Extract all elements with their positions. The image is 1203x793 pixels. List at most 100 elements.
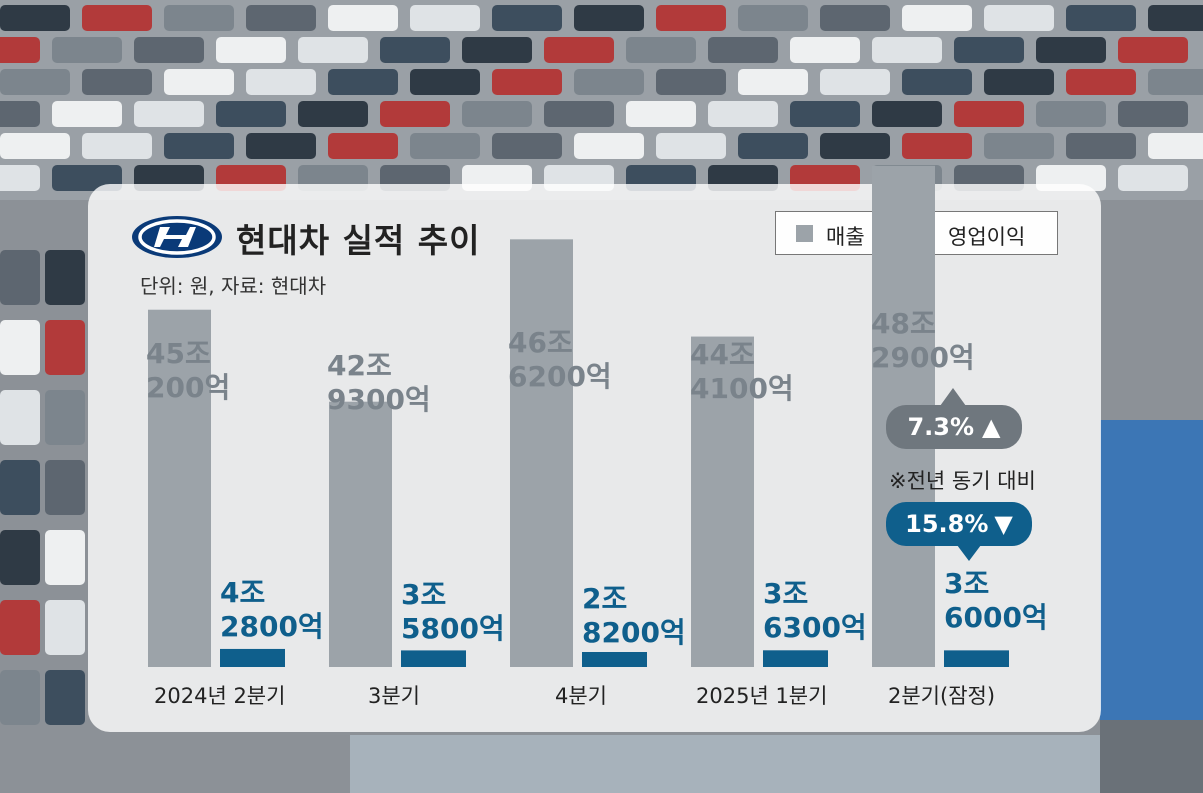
operating-change-badge: 15.8% ▼ — [886, 502, 1032, 546]
background-car — [656, 133, 726, 159]
background-car — [902, 133, 972, 159]
revenue-bar — [329, 401, 392, 667]
background-car — [1148, 5, 1203, 31]
operating-value-label: 4조 2800억 — [220, 576, 324, 643]
background-car — [820, 133, 890, 159]
background-car — [790, 37, 860, 63]
background-car — [820, 69, 890, 95]
background-car — [492, 69, 562, 95]
background-car — [790, 101, 860, 127]
background-car — [492, 5, 562, 31]
revenue-value-label: 45조 200억 — [146, 337, 231, 404]
bubble-pointer — [940, 388, 966, 406]
background-car — [246, 5, 316, 31]
background-car — [52, 37, 122, 63]
background-car — [0, 5, 70, 31]
bubble-pointer — [957, 545, 981, 561]
background-car — [0, 69, 70, 95]
background-car — [45, 390, 85, 445]
background-car — [0, 390, 40, 445]
background-car — [1066, 69, 1136, 95]
revenue-change-value: 7.3% — [907, 413, 975, 441]
background-car — [164, 69, 234, 95]
background-car — [52, 101, 122, 127]
background-car — [738, 133, 808, 159]
background-car — [872, 101, 942, 127]
background-car — [0, 165, 40, 191]
revenue-value-label: 42조 9300억 — [327, 349, 431, 416]
chart-title: 현대차 실적 추이 — [236, 221, 481, 260]
revenue-bar — [691, 336, 754, 667]
background-car — [902, 5, 972, 31]
background-car — [380, 101, 450, 127]
revenue-change-badge: 7.3% ▲ — [886, 405, 1022, 449]
background-car — [1118, 37, 1188, 63]
background-car — [298, 101, 368, 127]
background-car — [984, 69, 1054, 95]
background-car — [45, 530, 85, 585]
background-car — [574, 5, 644, 31]
unit-source-note: 단위: 원, 자료: 현대차 — [140, 274, 327, 298]
background-car — [246, 69, 316, 95]
background-car — [0, 600, 40, 655]
background-car — [164, 133, 234, 159]
up-arrow-icon: ▲ — [982, 413, 1001, 441]
background-car — [656, 69, 726, 95]
background-car — [328, 133, 398, 159]
revenue-bar — [510, 239, 573, 667]
background-car — [0, 460, 40, 515]
x-tick-label: 4분기 — [555, 684, 608, 708]
background-car — [708, 37, 778, 63]
background-car — [462, 101, 532, 127]
background-car — [492, 133, 562, 159]
x-tick-label: 2025년 1분기 — [696, 684, 828, 708]
revenue-value-label: 48조 2900억 — [871, 307, 975, 374]
background-car — [820, 5, 890, 31]
background-car — [738, 5, 808, 31]
background-car — [82, 5, 152, 31]
background-car — [298, 37, 368, 63]
background-car — [45, 600, 85, 655]
operating-profit-bar — [763, 650, 828, 667]
background-car — [82, 69, 152, 95]
background-car — [216, 101, 286, 127]
background-car — [656, 5, 726, 31]
operating-profit-bar — [944, 650, 1009, 667]
background-car — [134, 101, 204, 127]
background-car — [738, 69, 808, 95]
background-car — [984, 5, 1054, 31]
revenue-value-label: 44조 4100억 — [690, 338, 794, 405]
legend-revenue-swatch — [796, 225, 813, 242]
background-car — [0, 101, 40, 127]
background-car — [45, 460, 85, 515]
operating-profit-bar — [582, 652, 647, 667]
background-car — [1036, 37, 1106, 63]
yoy-note: ※전년 동기 대비 — [889, 469, 1036, 493]
background-car — [410, 5, 480, 31]
operating-value-label: 3조 6000억 — [944, 567, 1048, 634]
background-car — [216, 37, 286, 63]
background-car — [902, 69, 972, 95]
operating-profit-bar — [401, 650, 466, 667]
operating-value-label: 3조 5800억 — [401, 578, 505, 645]
x-tick-label: 2024년 2분기 — [154, 684, 286, 708]
background-car — [134, 37, 204, 63]
background-car — [328, 69, 398, 95]
background-car — [954, 101, 1024, 127]
background-car — [0, 133, 70, 159]
background-car — [872, 37, 942, 63]
background-car — [0, 530, 40, 585]
background-car — [410, 133, 480, 159]
background-car — [1036, 101, 1106, 127]
hyundai-logo-icon — [132, 216, 222, 258]
legend-revenue-label: 매출 — [826, 225, 865, 249]
background-car — [708, 101, 778, 127]
background-car — [380, 37, 450, 63]
operating-profit-bar — [220, 648, 285, 667]
background-car — [82, 133, 152, 159]
x-tick-label: 2분기(잠정) — [888, 684, 996, 708]
operating-value-label: 3조 6300억 — [763, 577, 867, 644]
x-tick-label: 3분기 — [368, 684, 421, 708]
background-car — [574, 69, 644, 95]
background-car — [544, 101, 614, 127]
